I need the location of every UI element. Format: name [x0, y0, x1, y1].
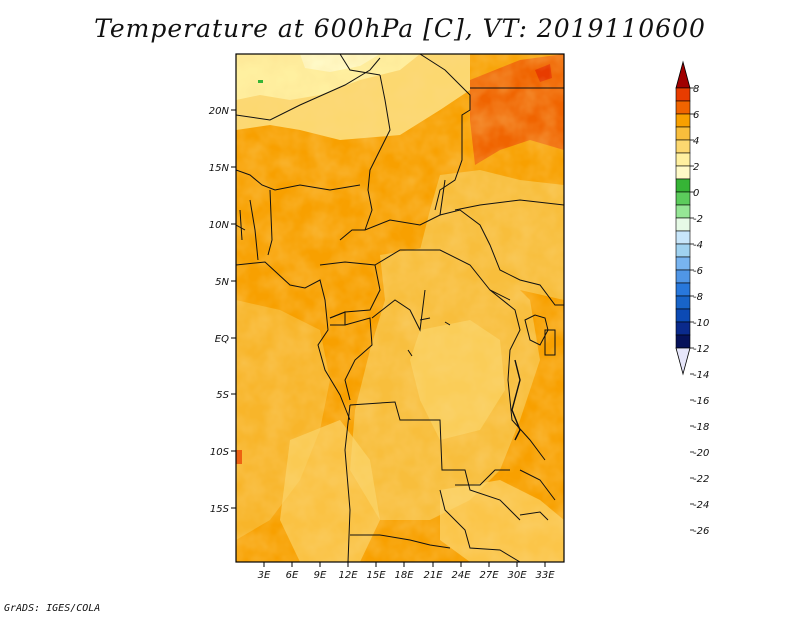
legend-label-0: 0: [693, 188, 699, 199]
legend-label-m18: -18: [693, 422, 709, 433]
legend-swatch: [675, 321, 691, 336]
legend-swatch: [675, 282, 691, 297]
lat-label-5s: 5S: [216, 390, 229, 401]
temperature-field: [236, 54, 564, 562]
legend-swatch: [675, 204, 691, 219]
legend-swatch: [675, 308, 691, 323]
legend-swatch: [675, 191, 691, 206]
legend-label-m20: -20: [693, 448, 709, 459]
legend-label-m12: -12: [693, 344, 709, 355]
legend-label-m14: -14: [693, 370, 709, 381]
legend-swatch: [675, 243, 691, 258]
legend-swatch: [675, 178, 691, 193]
lon-label-15e: 15E: [366, 570, 386, 581]
legend-swatch: [675, 126, 691, 141]
legend-swatch: [675, 269, 691, 284]
legend-label-6: 6: [693, 110, 699, 121]
country-borders: [236, 54, 564, 562]
legend-label-m22: -22: [693, 474, 709, 485]
lon-label-27e: 27E: [479, 570, 499, 581]
legend-label-m26: -26: [693, 526, 709, 537]
grads-credit: GrADS: IGES/COLA: [4, 603, 101, 614]
legend-label-m4: -4: [693, 240, 703, 251]
color-bar-labels: 8 6 4 2 0 -2 -4 -6 -8 -10 -12 -14 -16 -1…: [693, 84, 709, 537]
legend-label-m2: -2: [693, 214, 703, 225]
map-frame: [235, 53, 565, 563]
legend-swatch: [675, 100, 691, 115]
lat-label-15n: 15N: [209, 163, 230, 174]
legend-swatch: [675, 139, 691, 154]
lon-label-33e: 33E: [535, 570, 555, 581]
legend-bottom-arrow: [675, 347, 691, 376]
lat-label-5n: 5N: [215, 277, 229, 288]
legend-swatch: [675, 334, 691, 349]
lon-label-30e: 30E: [507, 570, 527, 581]
legend-swatch: [675, 230, 691, 245]
lon-label-21e: 21E: [423, 570, 443, 581]
legend-label-m8: -8: [693, 292, 703, 303]
legend-swatch: [675, 152, 691, 167]
legend-swatch: [675, 295, 691, 310]
legend-swatch: [675, 113, 691, 128]
legend-label-m6: -6: [693, 266, 703, 277]
lat-label-10n: 10N: [209, 220, 230, 231]
color-bar: [675, 60, 694, 531]
lon-label-12e: 12E: [338, 570, 358, 581]
legend-top-arrow: [675, 60, 691, 89]
legend-swatch: [675, 165, 691, 180]
lon-label-3e: 3E: [258, 570, 271, 581]
legend-label-m24: -24: [693, 500, 709, 511]
lat-label-15s: 15S: [210, 504, 230, 515]
legend-label-m16: -16: [693, 396, 709, 407]
legend-label-2: 2: [693, 162, 699, 173]
legend-swatch: [675, 217, 691, 232]
legend-label-m10: -10: [693, 318, 709, 329]
legend-label-8: 8: [693, 84, 699, 95]
map-title: Temperature at 600hPa [C], VT: 201911060…: [94, 14, 706, 43]
lon-label-18e: 18E: [394, 570, 414, 581]
lat-label-20n: 20N: [209, 106, 230, 117]
lat-label-10s: 10S: [210, 447, 230, 458]
legend-label-4: 4: [693, 136, 699, 147]
legend-swatch: [675, 87, 691, 102]
lon-label-9e: 9E: [314, 570, 327, 581]
lon-label-24e: 24E: [451, 570, 471, 581]
lat-label-eq: EQ: [215, 334, 229, 345]
legend-swatch: [675, 256, 691, 271]
lon-label-6e: 6E: [286, 570, 299, 581]
